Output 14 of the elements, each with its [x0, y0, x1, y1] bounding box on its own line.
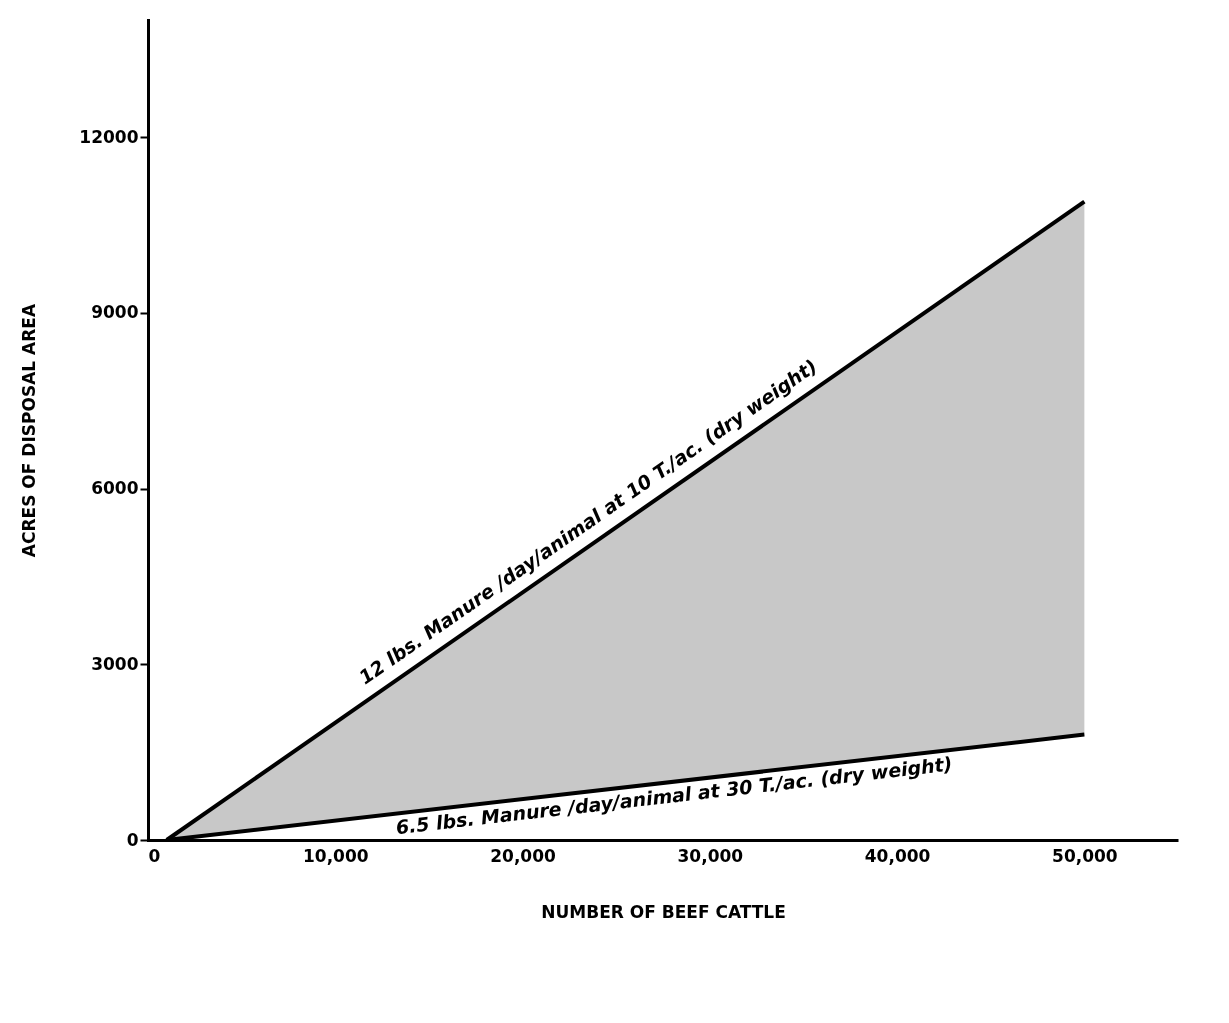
y-tick-label: 12000: [79, 126, 139, 147]
y-tick-label: 0: [126, 829, 139, 850]
x-tick-label: 10,000: [302, 845, 369, 866]
x-tick-label: 0: [148, 845, 161, 866]
x-tick-label: 30,000: [677, 845, 744, 866]
y-axis-title: ACRES OF DISPOSAL AREA: [19, 303, 40, 558]
y-tick-label: 9000: [91, 302, 139, 323]
x-tick-label: 50,000: [1052, 845, 1118, 866]
x-tick-label: 40,000: [864, 845, 931, 866]
annotation: 6.5 lbs. Manure /day/animal at 30 T./ac. (dry weight): [394, 752, 954, 839]
y-tick-label: 3000: [91, 653, 139, 674]
y-tick-label: 6000: [91, 478, 139, 499]
x-tick-label: 20,000: [490, 845, 557, 866]
x-axis-title: NUMBER OF BEEF CATTLE: [541, 901, 786, 922]
